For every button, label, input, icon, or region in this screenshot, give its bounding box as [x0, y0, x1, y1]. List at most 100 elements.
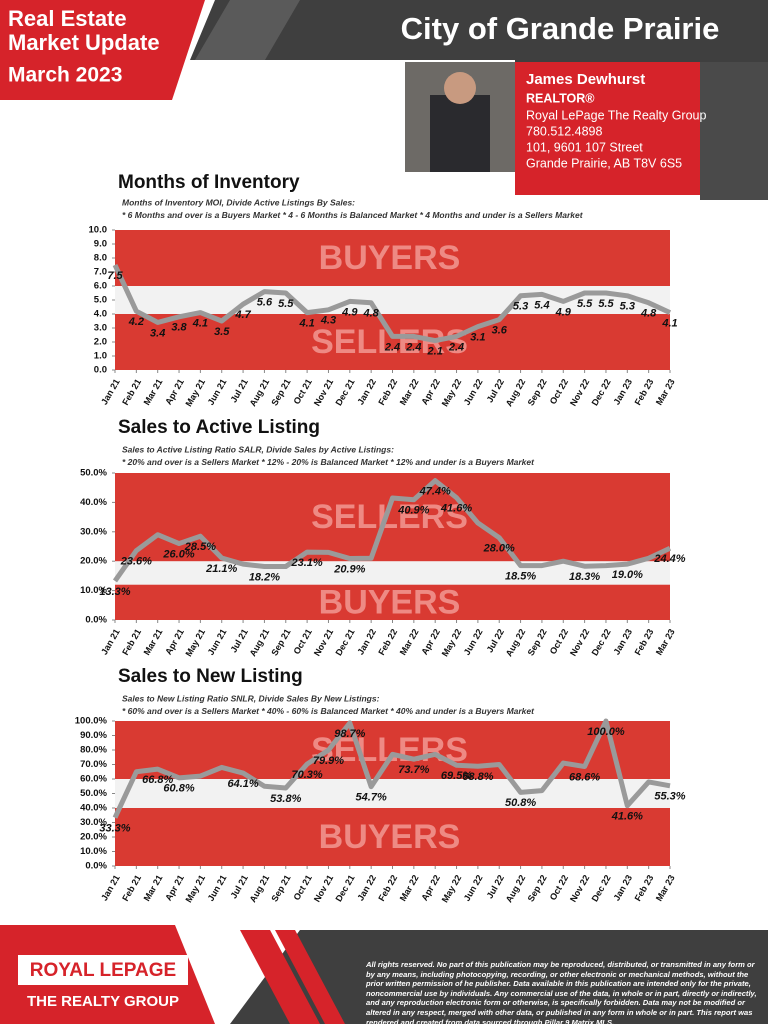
- chart-title: Sales to Active Listing: [118, 417, 320, 438]
- x-tick-label: Mar 22: [398, 873, 421, 903]
- x-tick-label: Apr 21: [163, 627, 186, 656]
- band-label: BUYERS: [319, 818, 461, 856]
- data-label: 5.6: [257, 297, 273, 309]
- y-tick-label: 0.0%: [85, 615, 107, 626]
- data-label: 23.1%: [291, 557, 323, 569]
- data-label: 73.7%: [398, 764, 429, 776]
- header-band: [190, 0, 768, 62]
- x-tick-label: Apr 22: [419, 873, 442, 902]
- agent-line: Royal LePage The Realty Group: [526, 108, 706, 122]
- y-tick-label: 50.0%: [80, 788, 107, 799]
- x-tick-label: Apr 22: [419, 627, 442, 656]
- y-tick-label: 40.0%: [80, 497, 107, 508]
- data-line: [112, 718, 671, 819]
- x-tick-label: Jul 21: [228, 377, 249, 404]
- x-tick-label: Oct 22: [548, 627, 570, 656]
- x-tick-label: Jul 22: [485, 627, 506, 654]
- x-tick-label: Dec 21: [333, 873, 356, 903]
- agent-name: James Dewhurst: [526, 71, 645, 88]
- x-tick-label: Jul 21: [228, 873, 249, 900]
- x-tick-label: Jul 22: [485, 873, 506, 900]
- footer-stripe: [275, 930, 345, 1024]
- y-tick-label: 80.0%: [80, 745, 107, 756]
- y-tick-label: 90.0%: [80, 730, 107, 741]
- data-label: 5.4: [534, 299, 549, 311]
- x-tick-label: Feb 22: [376, 627, 399, 657]
- chart-subtitle: * 6 Months and over is a Buyers Market *…: [122, 210, 584, 220]
- band: [115, 808, 670, 866]
- footer-stripe: [240, 930, 320, 1024]
- x-tick-label: May 21: [183, 873, 207, 904]
- data-label: 4.1: [192, 318, 208, 330]
- x-tick-label: May 22: [440, 873, 464, 904]
- data-label: 41.6%: [440, 503, 472, 515]
- data-label: 28.0%: [483, 543, 515, 555]
- x-tick-label: Feb 21: [120, 627, 143, 657]
- x-tick-label: Mar 21: [142, 377, 165, 407]
- x-tick-label: Nov 21: [312, 873, 335, 904]
- data-label: 60.8%: [163, 783, 194, 795]
- agent-line: 780.512.4898: [526, 124, 603, 138]
- x-tick-label: May 21: [183, 377, 207, 408]
- y-tick-label: 70.0%: [80, 759, 107, 770]
- data-label: 7.5: [107, 270, 123, 282]
- band: [115, 721, 670, 779]
- data-label: 4.3: [320, 315, 336, 327]
- x-tick-label: Jan 22: [355, 377, 378, 406]
- x-tick-label: Jun 22: [462, 873, 485, 903]
- band-label: BUYERS: [319, 583, 461, 621]
- data-label: 33.3%: [99, 823, 130, 835]
- chart-subtitle: Sales to New Listing Ratio SNLR, Divide …: [122, 693, 380, 703]
- data-label: 4.1: [298, 318, 314, 330]
- x-tick-label: Feb 23: [633, 627, 656, 657]
- header-title: Real Estate: [8, 6, 127, 31]
- data-label: 100.0%: [587, 726, 625, 738]
- x-tick-label: Nov 22: [568, 627, 591, 658]
- data-label: 98.7%: [334, 728, 365, 740]
- data-label: 4.2: [128, 316, 144, 328]
- data-label: 3.6: [492, 325, 508, 337]
- data-label: 18.2%: [249, 571, 280, 583]
- x-tick-label: Jan 22: [355, 873, 378, 902]
- data-label: 18.3%: [569, 571, 600, 583]
- header-stripe: [195, 0, 300, 60]
- header-red: [0, 0, 205, 100]
- x-tick-label: Apr 22: [419, 377, 442, 406]
- x-tick-label: Sep 21: [269, 377, 292, 407]
- data-label: 3.5: [214, 326, 230, 338]
- chart-title: Months of Inventory: [118, 172, 300, 193]
- y-tick-label: 7.0: [94, 267, 107, 278]
- x-tick-label: Jan 21: [99, 627, 122, 656]
- data-label: 50.8%: [505, 797, 536, 809]
- chart-title: Sales to New Listing: [118, 666, 303, 687]
- x-tick-label: Jun 21: [206, 627, 229, 657]
- y-tick-label: 1.0: [94, 351, 107, 362]
- x-tick-label: Feb 22: [376, 873, 399, 903]
- y-tick-label: 2.0: [94, 337, 107, 348]
- x-tick-label: Mar 22: [398, 377, 421, 407]
- y-tick-label: 9.0: [94, 239, 107, 250]
- y-tick-label: 50.0%: [80, 468, 107, 479]
- data-label: 40.9%: [397, 505, 429, 517]
- data-label: 41.6%: [611, 811, 643, 823]
- data-label: 4.7: [234, 309, 251, 321]
- data-line: [112, 263, 672, 344]
- x-tick-label: Dec 22: [590, 377, 613, 407]
- y-tick-label: 0.0: [94, 365, 107, 376]
- data-label: 28.5%: [184, 541, 216, 553]
- x-tick-label: Nov 22: [568, 873, 591, 904]
- data-label: 5.3: [620, 301, 635, 313]
- x-tick-label: Aug 22: [504, 873, 528, 904]
- x-tick-label: Jun 21: [206, 873, 229, 903]
- x-tick-label: May 21: [183, 627, 207, 658]
- data-label: 5.5: [598, 298, 614, 310]
- x-tick-label: Jun 21: [206, 377, 229, 407]
- data-label: 21.1%: [205, 563, 237, 575]
- chart-subtitle: * 20% and over is a Sellers Market * 12%…: [122, 457, 535, 467]
- x-tick-label: Oct 22: [548, 873, 570, 902]
- band: [115, 584, 670, 620]
- data-label: 3.4: [150, 327, 165, 339]
- x-tick-label: Jul 22: [485, 377, 506, 404]
- header-title: March 2023: [8, 64, 122, 87]
- x-tick-label: Jan 23: [611, 627, 634, 656]
